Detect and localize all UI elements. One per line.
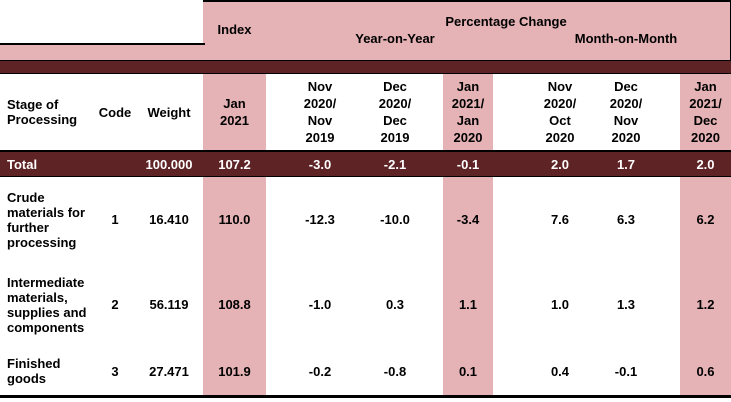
col-header-yoy-dec2020-dec2019: Dec 2020/ Dec 2019	[378, 79, 412, 145]
top-header-band	[203, 0, 731, 60]
cell-mom-jan: 0.6	[696, 363, 715, 379]
percentage-change-header: Percentage Change	[445, 14, 567, 29]
cell-total-yoy-jan: -0.1	[456, 156, 480, 172]
data-row-intermediate-materials: Intermediate materials, supplies and com…	[0, 262, 731, 347]
cell-total-index: 107.2	[218, 156, 251, 172]
cell-index: 110.0	[218, 212, 251, 227]
col-header-index-jan-2021: Jan 2021	[203, 74, 266, 150]
cell-yoy-jan: -3.4	[456, 212, 480, 227]
cell-yoy-nov: -0.2	[308, 363, 332, 379]
highlight-column-index	[203, 177, 266, 395]
cell-mom-dec: 1.3	[616, 297, 636, 312]
cell-yoy-jan: 1.1	[458, 297, 478, 312]
cell-mom-dec: 6.3	[616, 212, 636, 227]
cell-yoy-nov: -12.3	[305, 212, 335, 227]
year-on-year-header: Year-on-Year	[355, 31, 435, 46]
cell-stage: Intermediate materials, supplies and com…	[7, 274, 87, 335]
cell-mom-nov: 7.6	[550, 212, 570, 227]
highlight-column-mom-jan	[680, 177, 731, 395]
top-left-pink-strip	[0, 45, 203, 60]
column-header-row: Stage of Processing Code Weight Jan 2021…	[0, 74, 731, 150]
cell-weight: 16.410	[149, 212, 189, 227]
cell-total-yoy-dec: -2.1	[383, 156, 407, 172]
col-header-yoy-jan2021-jan2020: Jan 2021/ Jan 2020	[443, 74, 493, 150]
cell-mom-dec: -0.1	[614, 363, 638, 379]
cell-code: 1	[111, 212, 119, 227]
col-header-mom-nov2020-oct2020: Nov 2020/ Oct 2020	[543, 79, 577, 145]
total-row: Total 100.000 107.2 -3.0 -2.1 -0.1 2.0 1…	[0, 150, 731, 177]
cell-mom-nov: 1.0	[550, 297, 570, 312]
cell-total-label: Total	[7, 156, 38, 172]
highlight-column-yoy-jan	[443, 177, 493, 395]
maroon-separator-band	[0, 60, 731, 74]
data-row-finished-goods: Finished goods 3 27.471 101.9 -0.2 -0.8 …	[0, 347, 731, 395]
index-header: Index	[217, 22, 252, 37]
month-on-month-header: Month-on-Month	[574, 31, 678, 46]
cell-stage: Crude materials for further processing	[7, 189, 86, 250]
cell-code: 2	[111, 297, 119, 312]
cell-total-mom-nov: 2.0	[550, 156, 570, 172]
weight-header: Weight	[147, 104, 191, 120]
cell-total-mom-dec: 1.7	[616, 156, 636, 172]
cell-mom-jan: 1.2	[696, 297, 715, 312]
cell-total-weight: 100.000	[145, 156, 193, 172]
cell-yoy-dec: -10.0	[380, 212, 410, 227]
data-row-crude-materials: Crude materials for further processing 1…	[0, 177, 731, 262]
data-area: Crude materials for further processing 1…	[0, 177, 731, 395]
code-header: Code	[98, 104, 132, 120]
cell-yoy-dec: 0.3	[385, 297, 405, 312]
col-header-mom-dec2020-nov2020: Dec 2020/ Nov 2020	[609, 79, 643, 145]
cell-weight: 56.119	[149, 297, 189, 312]
top-left-rule	[0, 43, 205, 45]
cell-index: 101.9	[218, 363, 251, 379]
cell-index: 108.8	[218, 297, 251, 312]
bottom-rule	[0, 395, 731, 398]
cell-yoy-jan: 0.1	[458, 363, 478, 379]
cell-yoy-nov: -1.0	[308, 297, 332, 312]
cell-mom-nov: 0.4	[550, 363, 570, 379]
col-header-yoy-nov2020-nov2019: Nov 2020/ Nov 2019	[303, 79, 337, 145]
cell-yoy-dec: -0.8	[383, 363, 407, 379]
cell-total-mom-jan: 2.0	[696, 156, 715, 172]
stage-of-processing-header: Stage of Processing	[7, 97, 78, 127]
cell-weight: 27.471	[149, 363, 189, 379]
cell-code: 3	[111, 363, 119, 379]
cell-mom-jan: 6.2	[696, 212, 715, 227]
cell-total-yoy-nov: -3.0	[308, 156, 332, 172]
col-header-mom-jan2021-dec2020: Jan 2021/ Dec 2020	[680, 74, 731, 150]
cell-stage: Finished goods	[7, 356, 61, 386]
